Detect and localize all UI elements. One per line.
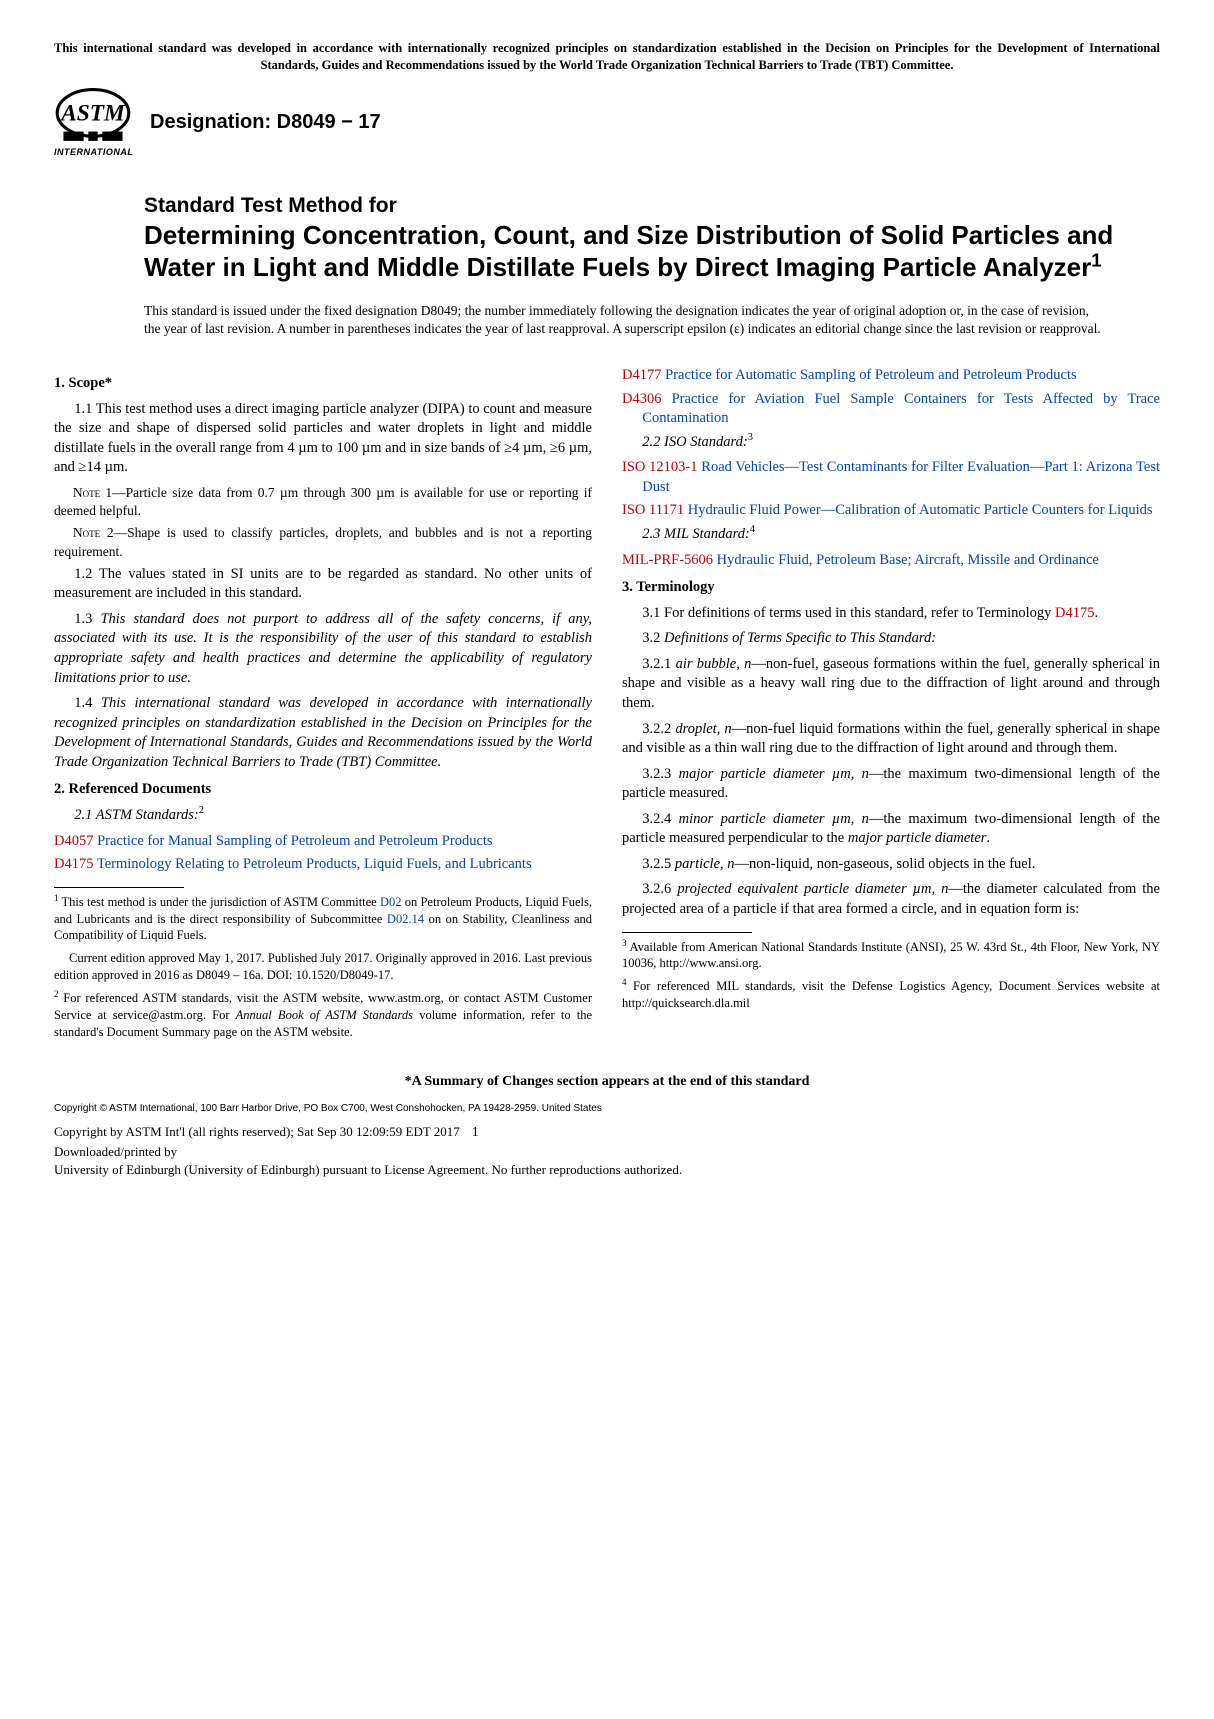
ref-text[interactable]: Practice for Manual Sampling of Petroleu… [97, 833, 492, 849]
footer-l3: University of Edinburgh (University of E… [54, 1161, 1160, 1179]
scope-head: 1. Scope* [54, 374, 592, 394]
footnote-1: 1 This test method is under the jurisdic… [54, 894, 592, 945]
footer-l2: Downloaded/printed by [54, 1143, 1160, 1161]
title-sup: 1 [1091, 249, 1101, 270]
scope-1-3-text: This standard does not purport to addres… [54, 611, 592, 686]
refdocs-head: 2. Referenced Documents [54, 780, 592, 800]
astm-std-head: 2.1 ASTM Standards:2 [54, 806, 592, 826]
scope-1-4-text: This international standard was develope… [54, 695, 592, 770]
ref-text[interactable]: Road Vehicles—Test Contaminants for Filt… [642, 459, 1160, 495]
scope-1-1: 1.1 This test method uses a direct imagi… [54, 400, 592, 478]
ref-text[interactable]: Hydraulic Fluid, Petroleum Base; Aircraf… [717, 552, 1099, 568]
def-3-2-5: 3.2.5 particle, n—non-liquid, non-gaseou… [622, 855, 1160, 875]
issue-note: This standard is issued under the fixed … [144, 302, 1104, 338]
ref-code[interactable]: ISO 11171 [622, 502, 684, 518]
astm-std-sup: 2 [199, 805, 204, 816]
iso-std-head: 2.2 ISO Standard:3 [622, 433, 1160, 453]
logo-label: INTERNATIONAL [54, 146, 132, 158]
footnote-rule-right [622, 932, 752, 933]
terminology-head: 3. Terminology [622, 578, 1160, 598]
footnote-4: 4 For referenced MIL standards, visit th… [622, 978, 1160, 1012]
footnote-3: 3 Available from American National Stand… [622, 939, 1160, 973]
mil-std-head: 2.3 MIL Standard:4 [622, 525, 1160, 545]
def-3-2-1: 3.2.1 air bubble, n—non-fuel, gaseous fo… [622, 655, 1160, 714]
astm-logo-icon: ASTM [54, 88, 132, 144]
ref-d4177: D4177 Practice for Automatic Sampling of… [622, 366, 1160, 386]
scope-1-3: 1.3 This standard does not purport to ad… [54, 610, 592, 688]
body-columns: 1. Scope* 1.1 This test method uses a di… [54, 366, 1160, 1047]
title-main-text: Determining Concentration, Count, and Si… [144, 220, 1113, 282]
designation: Designation: D8049 − 17 [150, 109, 381, 136]
term-3-1-code[interactable]: D4175 [1055, 605, 1094, 621]
def-3-2-6: 3.2.6 projected equivalent particle diam… [622, 880, 1160, 919]
footnote-2: 2 For referenced ASTM standards, visit t… [54, 990, 592, 1041]
title-main: Determining Concentration, Count, and Si… [144, 220, 1160, 283]
ref-mil5606: MIL-PRF-5606 Hydraulic Fluid, Petroleum … [622, 551, 1160, 571]
ref-code[interactable]: D4177 [622, 367, 661, 383]
def-3-2-3: 3.2.3 major particle diameter µm, n—the … [622, 765, 1160, 804]
scope-1-4: 1.4 This international standard was deve… [54, 694, 592, 772]
footnote-1b: Current edition approved May 1, 2017. Pu… [54, 950, 592, 984]
ref-code[interactable]: D4057 [54, 833, 93, 849]
title-block: Standard Test Method for Determining Con… [144, 192, 1160, 284]
term-3-1-b: . [1095, 605, 1099, 621]
ref-d4057: D4057 Practice for Manual Sampling of Pe… [54, 832, 592, 852]
ref-text[interactable]: Hydraulic Fluid Power—Calibration of Aut… [688, 502, 1153, 518]
term-3-1: 3.1 For definitions of terms used in thi… [622, 604, 1160, 624]
ref-text[interactable]: Practice for Aviation Fuel Sample Contai… [642, 391, 1160, 427]
title-pre: Standard Test Method for [144, 192, 1160, 220]
header-row: ASTM INTERNATIONAL Designation: D8049 − … [54, 88, 1160, 158]
scope-1-2: 1.2 The values stated in SI units are to… [54, 565, 592, 604]
ref-code[interactable]: D4175 [54, 856, 93, 872]
copyright-line: Copyright © ASTM International, 100 Barr… [54, 1102, 1160, 1116]
summary-note: *A Summary of Changes section appears at… [54, 1073, 1160, 1092]
mil-std-head-text: 2.3 MIL Standard: [642, 526, 750, 542]
ref-iso11171: ISO 11171 Hydraulic Fluid Power—Calibrat… [622, 501, 1160, 521]
footer-block: Copyright by ASTM Int'l (all rights rese… [54, 1123, 1160, 1179]
mil-std-sup: 4 [750, 524, 755, 535]
ref-text[interactable]: Terminology Relating to Petroleum Produc… [97, 856, 532, 872]
svg-text:ASTM: ASTM [59, 100, 126, 126]
term-3-2-text: Definitions of Terms Specific to This St… [664, 630, 936, 646]
footer-l1: Copyright by ASTM Int'l (all rights rese… [54, 1123, 460, 1141]
ref-d4306: D4306 Practice for Aviation Fuel Sample … [622, 390, 1160, 429]
footnote-rule-left [54, 887, 184, 888]
term-3-2: 3.2 Definitions of Terms Specific to Thi… [622, 629, 1160, 649]
ref-code[interactable]: ISO 12103-1 [622, 459, 698, 475]
ref-code[interactable]: D4306 [622, 391, 661, 407]
fn-text: Available from American National Standar… [622, 940, 1160, 971]
def-3-2-2: 3.2.2 droplet, n—non-fuel liquid formati… [622, 720, 1160, 759]
ref-code[interactable]: MIL-PRF-5606 [622, 552, 713, 568]
iso-std-head-text: 2.2 ISO Standard: [642, 434, 747, 450]
term-3-1-a: 3.1 For definitions of terms used in thi… [642, 605, 1055, 621]
fn-text: For referenced MIL standards, visit the … [622, 979, 1160, 1010]
astm-std-head-text: 2.1 ASTM Standards: [74, 807, 198, 823]
top-notice: This international standard was develope… [54, 40, 1160, 74]
ref-iso12103: ISO 12103-1 Road Vehicles—Test Contamina… [622, 458, 1160, 497]
astm-logo: ASTM INTERNATIONAL [54, 88, 132, 158]
ref-text[interactable]: Practice for Automatic Sampling of Petro… [665, 367, 1077, 383]
ref-d4175: D4175 Terminology Relating to Petroleum … [54, 855, 592, 875]
scope-note-1: Note 1—Particle size data from 0.7 µm th… [54, 484, 592, 520]
iso-std-sup: 3 [748, 432, 753, 443]
page-number: 1 [472, 1123, 479, 1143]
def-3-2-4: 3.2.4 minor particle diameter µm, n—the … [622, 810, 1160, 849]
scope-note-2: Note 2—Shape is used to classify particl… [54, 524, 592, 560]
